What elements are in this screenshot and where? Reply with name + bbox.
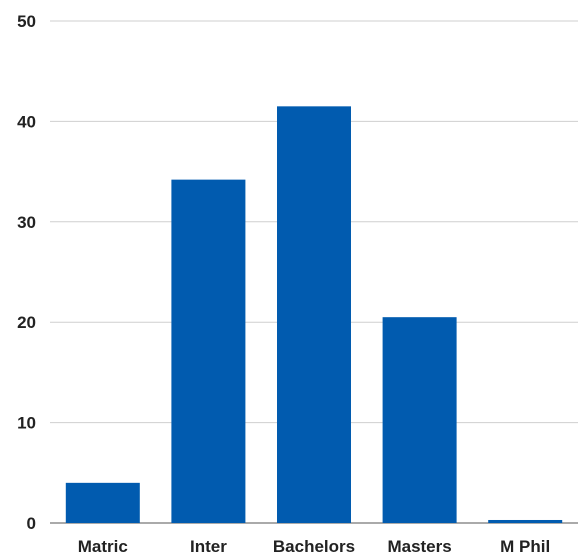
y-tick-label: 30 [17, 213, 36, 232]
bar-bachelors [277, 106, 351, 523]
bar-m-phil [488, 519, 563, 523]
y-tick-label: 10 [17, 414, 36, 433]
x-tick-label: Matric [78, 537, 128, 556]
x-tick-label: Masters [387, 537, 451, 556]
x-axis-tick-labels: Matric Inter Bachelors Masters M Phil [78, 537, 550, 556]
x-tick-label: Inter [190, 537, 227, 556]
bar-matric [65, 482, 140, 523]
y-tick-label: 40 [17, 112, 36, 131]
y-axis-tick-labels: 0 10 20 30 40 50 [17, 12, 36, 533]
y-tick-label: 20 [17, 313, 36, 332]
bar-masters [382, 317, 457, 523]
y-tick-label: 50 [17, 12, 36, 31]
x-tick-label: M Phil [500, 537, 550, 556]
bars [65, 106, 563, 523]
bar-inter [171, 179, 246, 523]
y-tick-label: 0 [27, 514, 36, 533]
x-tick-label: Bachelors [273, 537, 355, 556]
